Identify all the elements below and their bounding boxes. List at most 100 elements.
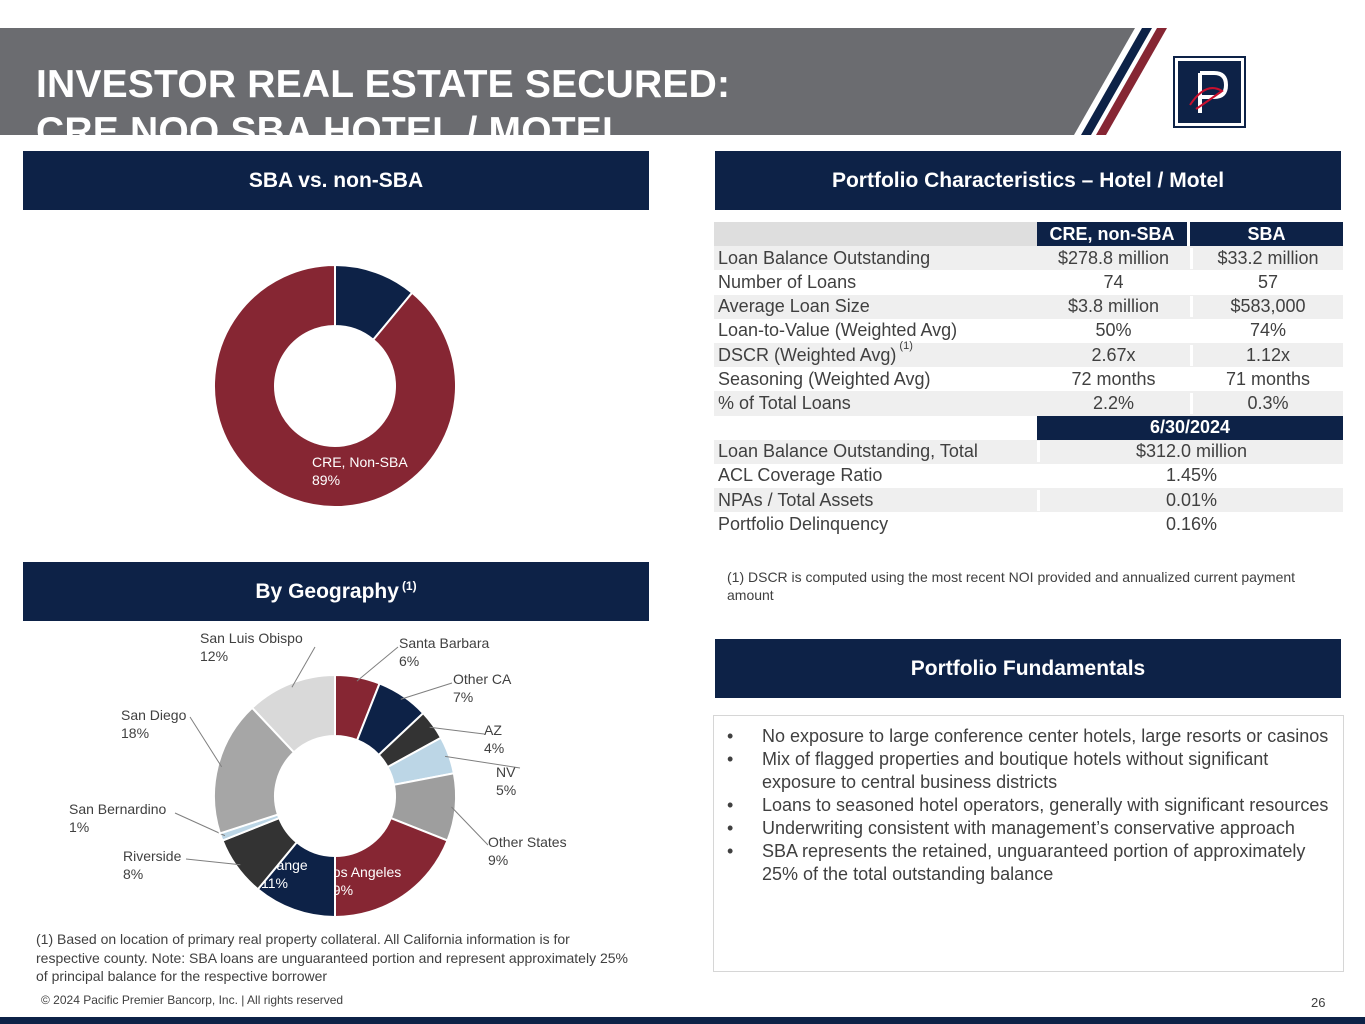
table-row: Seasoning (Weighted Avg) 72 months 71 mont…	[714, 367, 1343, 391]
slice-label-cre-non-sba: CRE, Non-SBA	[312, 454, 408, 470]
column-header-cre-non-sba: CRE, non-SBA	[1037, 222, 1190, 247]
cre-non-sba-value: $3.8 million	[1067, 296, 1160, 317]
sba-section-header-label: SBA vs. non-SBA	[248, 168, 424, 192]
column-header-sba: SBA	[1190, 222, 1343, 247]
page-title-line-1: INVESTOR REAL ESTATE SECURED:	[36, 63, 731, 106]
slice-value-orange: 11%	[261, 875, 288, 891]
date-header-row: 6/30/2024	[714, 415, 1343, 440]
row-label: Loan-to-Value (Weighted Avg)	[714, 320, 1037, 341]
slice-label-los-angeles: Los Angeles	[325, 864, 401, 880]
slice-value-riverside: 8%	[123, 866, 143, 882]
table-row: NPAs / Total Assets 0.01%	[714, 488, 1343, 513]
row-label: Average Loan Size	[714, 296, 1037, 317]
title-banner: INVESTOR REAL ESTATE SECURED: CRE NOO SB…	[0, 28, 1365, 153]
row-label: ACL Coverage Ratio	[718, 465, 883, 486]
row-label-text: Seasoning (Weighted Avg)	[718, 368, 931, 389]
fundamentals-list: No exposure to large conference center h…	[727, 725, 1337, 886]
leader-line-nv	[445, 755, 521, 769]
slice-value-san-bernardino: 1%	[69, 819, 89, 835]
slice-value-az: 4%	[484, 740, 504, 756]
row-label-text: % of Total Loans	[718, 392, 851, 413]
page-title-line-2: CRE NOO SBA HOTEL / MOTEL	[36, 110, 627, 153]
table-header-blank	[714, 222, 1037, 247]
total-value: 1.45%	[1037, 465, 1343, 487]
date-header: 6/30/2024	[1037, 415, 1343, 440]
sba-value: 57	[1190, 271, 1343, 293]
slice-san-luis-obispo	[250, 673, 336, 754]
row-label: % of Total Loans	[714, 393, 1037, 414]
sba-value: 1.12x	[1190, 344, 1343, 366]
copyright: © 2024 Pacific Premier Bancorp, Inc. | A…	[41, 993, 344, 1007]
list-item: SBA represents the retained, unguarantee…	[727, 840, 1337, 886]
geography-section-header-label: By Geography	[255, 579, 399, 603]
row-label: Portfolio Delinquency	[718, 513, 889, 534]
leader-line-san-bernardino	[174, 812, 226, 837]
slice-value-san-luis-obispo: 12%	[200, 648, 228, 664]
total-value: $312.0 million	[1037, 441, 1343, 463]
slice-label-nv: NV	[496, 764, 516, 780]
list-item: Mix of flagged properties and boutique h…	[727, 748, 1337, 794]
leader-line-san-luis-obispo	[291, 646, 316, 688]
table-row: % of Total Loans 2.2% 0.3%	[714, 391, 1343, 416]
table-row: ACL Coverage Ratio 1.45%	[714, 464, 1343, 488]
row-label: Number of Loans	[714, 272, 1037, 293]
sba-value: $33.2 million	[1190, 247, 1343, 269]
slice-label-santa-barbara: Santa Barbara	[399, 635, 489, 651]
table-row: Portfolio Delinquency 0.16%	[714, 512, 1343, 536]
slice-value-other-ca: 7%	[453, 689, 473, 705]
row-label-text: DSCR (Weighted Avg)	[718, 344, 897, 365]
row-footnote-mark: (1)	[899, 339, 913, 352]
sba-value: $583,000	[1190, 296, 1343, 318]
fundamentals-box	[713, 715, 1344, 972]
sba-value: 71 months	[1190, 368, 1343, 390]
table-row: DSCR (Weighted Avg) (1) 2.67x 1.12x	[714, 339, 1343, 368]
sba-section-header: SBA vs. non-SBA	[23, 151, 649, 210]
dscr-footnote: (1) DSCR is computed using the most rece…	[727, 569, 1296, 603]
geography-donut-chart: Santa Barbara 6% Other CA 7% AZ 4% NV 5% Other S…	[69, 630, 567, 919]
slice-label-az: AZ	[484, 722, 502, 738]
banner-background	[0, 28, 1167, 135]
total-value: 0.01%	[1037, 489, 1343, 511]
slice-label-other-states: Other States	[488, 834, 567, 850]
leader-line-other-ca	[400, 682, 453, 700]
date-header-blank	[714, 415, 1037, 440]
bottom-bar	[0, 1017, 1365, 1024]
fundamentals-section-header: Portfolio Fundamentals	[715, 639, 1341, 698]
portfolio-table: CRE, non-SBA SBA Loan Balance Outstandin…	[714, 222, 1343, 536]
page-title: INVESTOR REAL ESTATE SECURED: CRE NOO SB…	[36, 61, 730, 155]
slice-label-other-ca: Other CA	[453, 671, 512, 687]
table-row: Loan Balance Outstanding, Total $312.0 mi…	[714, 439, 1343, 464]
cre-non-sba-value: 74	[1103, 271, 1124, 292]
fundamentals-section-header-label: Portfolio Fundamentals	[910, 656, 1146, 680]
row-label-text: Average Loan Size	[718, 296, 870, 317]
geography-section-header: By Geography (1)	[23, 562, 649, 621]
row-label: NPAs / Total Assets	[718, 489, 874, 510]
list-item: Underwriting consistent with management’…	[727, 817, 1337, 840]
leader-line-other-states	[451, 806, 489, 846]
table-header-row: CRE, non-SBA SBA	[714, 222, 1343, 247]
slice-label-san-diego: San Diego	[121, 707, 187, 723]
leader-line-riverside	[185, 858, 241, 866]
row-label-text: Loan-to-Value (Weighted Avg)	[718, 320, 958, 341]
slice-cre-non-sba	[213, 263, 457, 508]
cre-non-sba-value: 72 months	[1071, 368, 1156, 389]
slice-label-san-luis-obispo: San Luis Obispo	[200, 630, 303, 646]
sba-value: 0.3%	[1190, 392, 1343, 414]
leader-line-az	[429, 726, 485, 735]
table-row: Loan-to-Value (Weighted Avg) 50% 74%	[714, 319, 1343, 343]
slice-value-san-diego: 18%	[121, 725, 149, 741]
cre-non-sba-value: 2.67x	[1091, 344, 1136, 365]
cre-non-sba-value: 2.2%	[1092, 392, 1135, 413]
leader-line-san-diego	[189, 716, 223, 768]
geography-footnote: (1) Based on location of primary real pr…	[36, 931, 628, 984]
row-label: Loan Balance Outstanding, Total	[718, 441, 978, 462]
slice-value-santa-barbara: 6%	[399, 653, 419, 669]
geography-header-footnote-mark: (1)	[401, 578, 417, 593]
slice-label-san-bernardino: San Bernardino	[69, 801, 167, 817]
table-row: Loan Balance Outstanding $278.8 million $3…	[714, 246, 1343, 271]
portfolio-section-header-label: Portfolio Characteristics – Hotel / Mote…	[831, 168, 1225, 192]
row-label: Seasoning (Weighted Avg)	[714, 369, 1037, 390]
list-item: No exposure to large conference center h…	[727, 725, 1337, 748]
cre-non-sba-value: $278.8 million	[1057, 247, 1170, 268]
